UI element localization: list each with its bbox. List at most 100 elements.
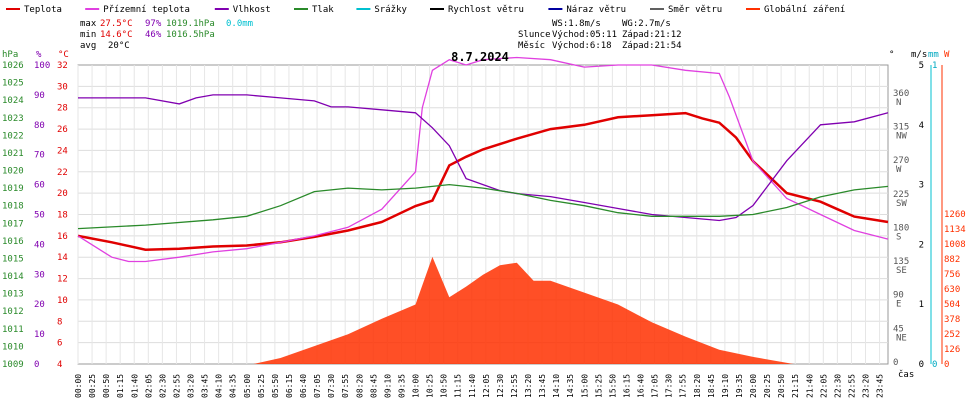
legend-label: Přízemní teplota [103,5,190,15]
ms-tick: 0 [919,360,924,370]
dir-tick: 135 [893,257,909,267]
pct-tick: 0 [34,360,39,370]
x-tick-label: 20:25 [763,374,772,398]
degc-tick: 22 [57,168,68,178]
x-tick-label: 12:30 [496,374,505,398]
legend-label: Rychlost větru [448,5,524,15]
ms-tick: 5 [919,61,924,71]
dir-tick: 90 [893,291,904,301]
stat-max-rain: 0.0mm [226,19,253,29]
info-ws: WS:1.8m/s [552,19,601,29]
x-tick-label: 20:00 [749,374,758,398]
x-tick-label: 22:30 [833,374,842,398]
x-tick-label: 00:25 [88,374,97,398]
dir-tick: 270 [893,156,909,166]
x-tick-label: 08:45 [369,374,378,398]
w-tick: 1260 [944,210,966,220]
x-tick-label: 07:05 [313,374,322,398]
degc-tick: 12 [57,275,68,285]
dir-tick: 180 [893,223,909,233]
hpa-tick: 1020 [2,167,24,177]
x-tick-label: 16:15 [622,374,631,398]
x-tick-label: 07:55 [341,374,350,398]
x-tick-label: 13:45 [538,374,547,398]
legend-label: Směr větru [668,5,722,15]
w-tick: 882 [944,255,960,265]
pct-tick: 40 [34,240,45,250]
degc-tick: 16 [57,232,68,242]
dir-tick: 225 [893,190,909,200]
w-tick: 252 [944,330,960,340]
w-tick: 378 [944,315,960,325]
dir-tick-compass: S [896,232,901,242]
chart-title: 8.7.2024 [451,50,509,64]
degc-tick: 26 [57,125,68,135]
series-lines [77,56,889,263]
legend-label: Teplota [24,5,62,15]
w-tick: 1134 [944,225,966,235]
dir-tick-compass: W [896,165,902,175]
x-tick-label: 09:35 [397,374,406,398]
x-tick-label: 05:50 [271,374,280,398]
pct-tick: 90 [34,91,45,101]
x-tick-label: 02:30 [158,374,167,398]
x-tick-label: 19:10 [721,374,730,398]
dir-axis-unit: ° [889,50,894,60]
legend-label: Srážky [374,5,407,15]
legend-label: Globální záření [764,5,845,15]
x-tick-label: 20:50 [777,374,786,398]
x-tick-label: 15:00 [580,374,589,398]
pct-tick: 60 [34,181,45,191]
w-axis-unit: W [944,50,950,60]
stat-avg-temp: 20°C [108,41,130,51]
dir-tick-compass: NW [896,132,907,142]
x-tick-label: 01:40 [130,374,139,398]
dir-tick-compass: E [896,300,901,310]
w-tick: 0 [944,360,949,370]
axes: 00:00 00:25 00:50 01:15 01:40 02:05 02:30 02:55… [2,50,966,398]
x-tick-label: 18:45 [707,374,716,398]
x-tick-label: 12:05 [482,374,491,398]
pct-tick: 50 [34,211,45,221]
degc-tick: 10 [57,296,68,306]
info-sun-set: Západ:21:12 [622,30,682,40]
ms-tick: 1 [919,300,924,310]
x-tick-label: 05:25 [257,374,266,398]
hpa-tick: 1015 [2,254,24,264]
w-tick: 504 [944,300,960,310]
pct-tick: 100 [34,61,50,71]
w-tick: 630 [944,285,960,295]
x-tick-label: 10:25 [426,374,435,398]
degc-tick: 32 [57,61,68,71]
series-line-1 [77,56,889,263]
x-tick-label: 03:45 [201,374,210,398]
degc-tick: 18 [57,211,68,221]
w-tick: 756 [944,270,960,280]
x-tick-label: 12:55 [510,374,519,398]
degc-tick: 6 [57,339,62,349]
ms-tick: 4 [919,121,924,131]
stat-min-label: min [80,30,96,40]
x-tick-label: 01:15 [116,374,125,398]
dir-tick: 315 [893,123,909,133]
x-tick-label: 02:05 [144,374,153,398]
hpa-tick: 1022 [2,131,24,141]
x-tick-label: 11:40 [468,374,477,398]
x-tick-label: 06:40 [299,374,308,398]
ms-tick: 2 [919,240,924,250]
x-tick-label: 14:35 [566,374,575,398]
x-tick-label: 14:10 [552,374,561,398]
x-tick-label: 22:05 [819,374,828,398]
x-tick-label: 11:15 [454,374,463,398]
pct-tick: 30 [34,270,45,280]
x-tick-label: 15:50 [608,374,617,398]
w-tick: 126 [944,345,960,355]
stat-min-press: 1016.5hPa [166,30,215,40]
hpa-tick: 1021 [2,149,24,159]
x-tick-label: 17:30 [665,374,674,398]
dir-tick-compass: SE [896,266,907,276]
hpa-tick: 1017 [2,219,24,229]
pct-tick: 80 [34,121,45,131]
x-tick-label: 17:55 [679,374,688,398]
